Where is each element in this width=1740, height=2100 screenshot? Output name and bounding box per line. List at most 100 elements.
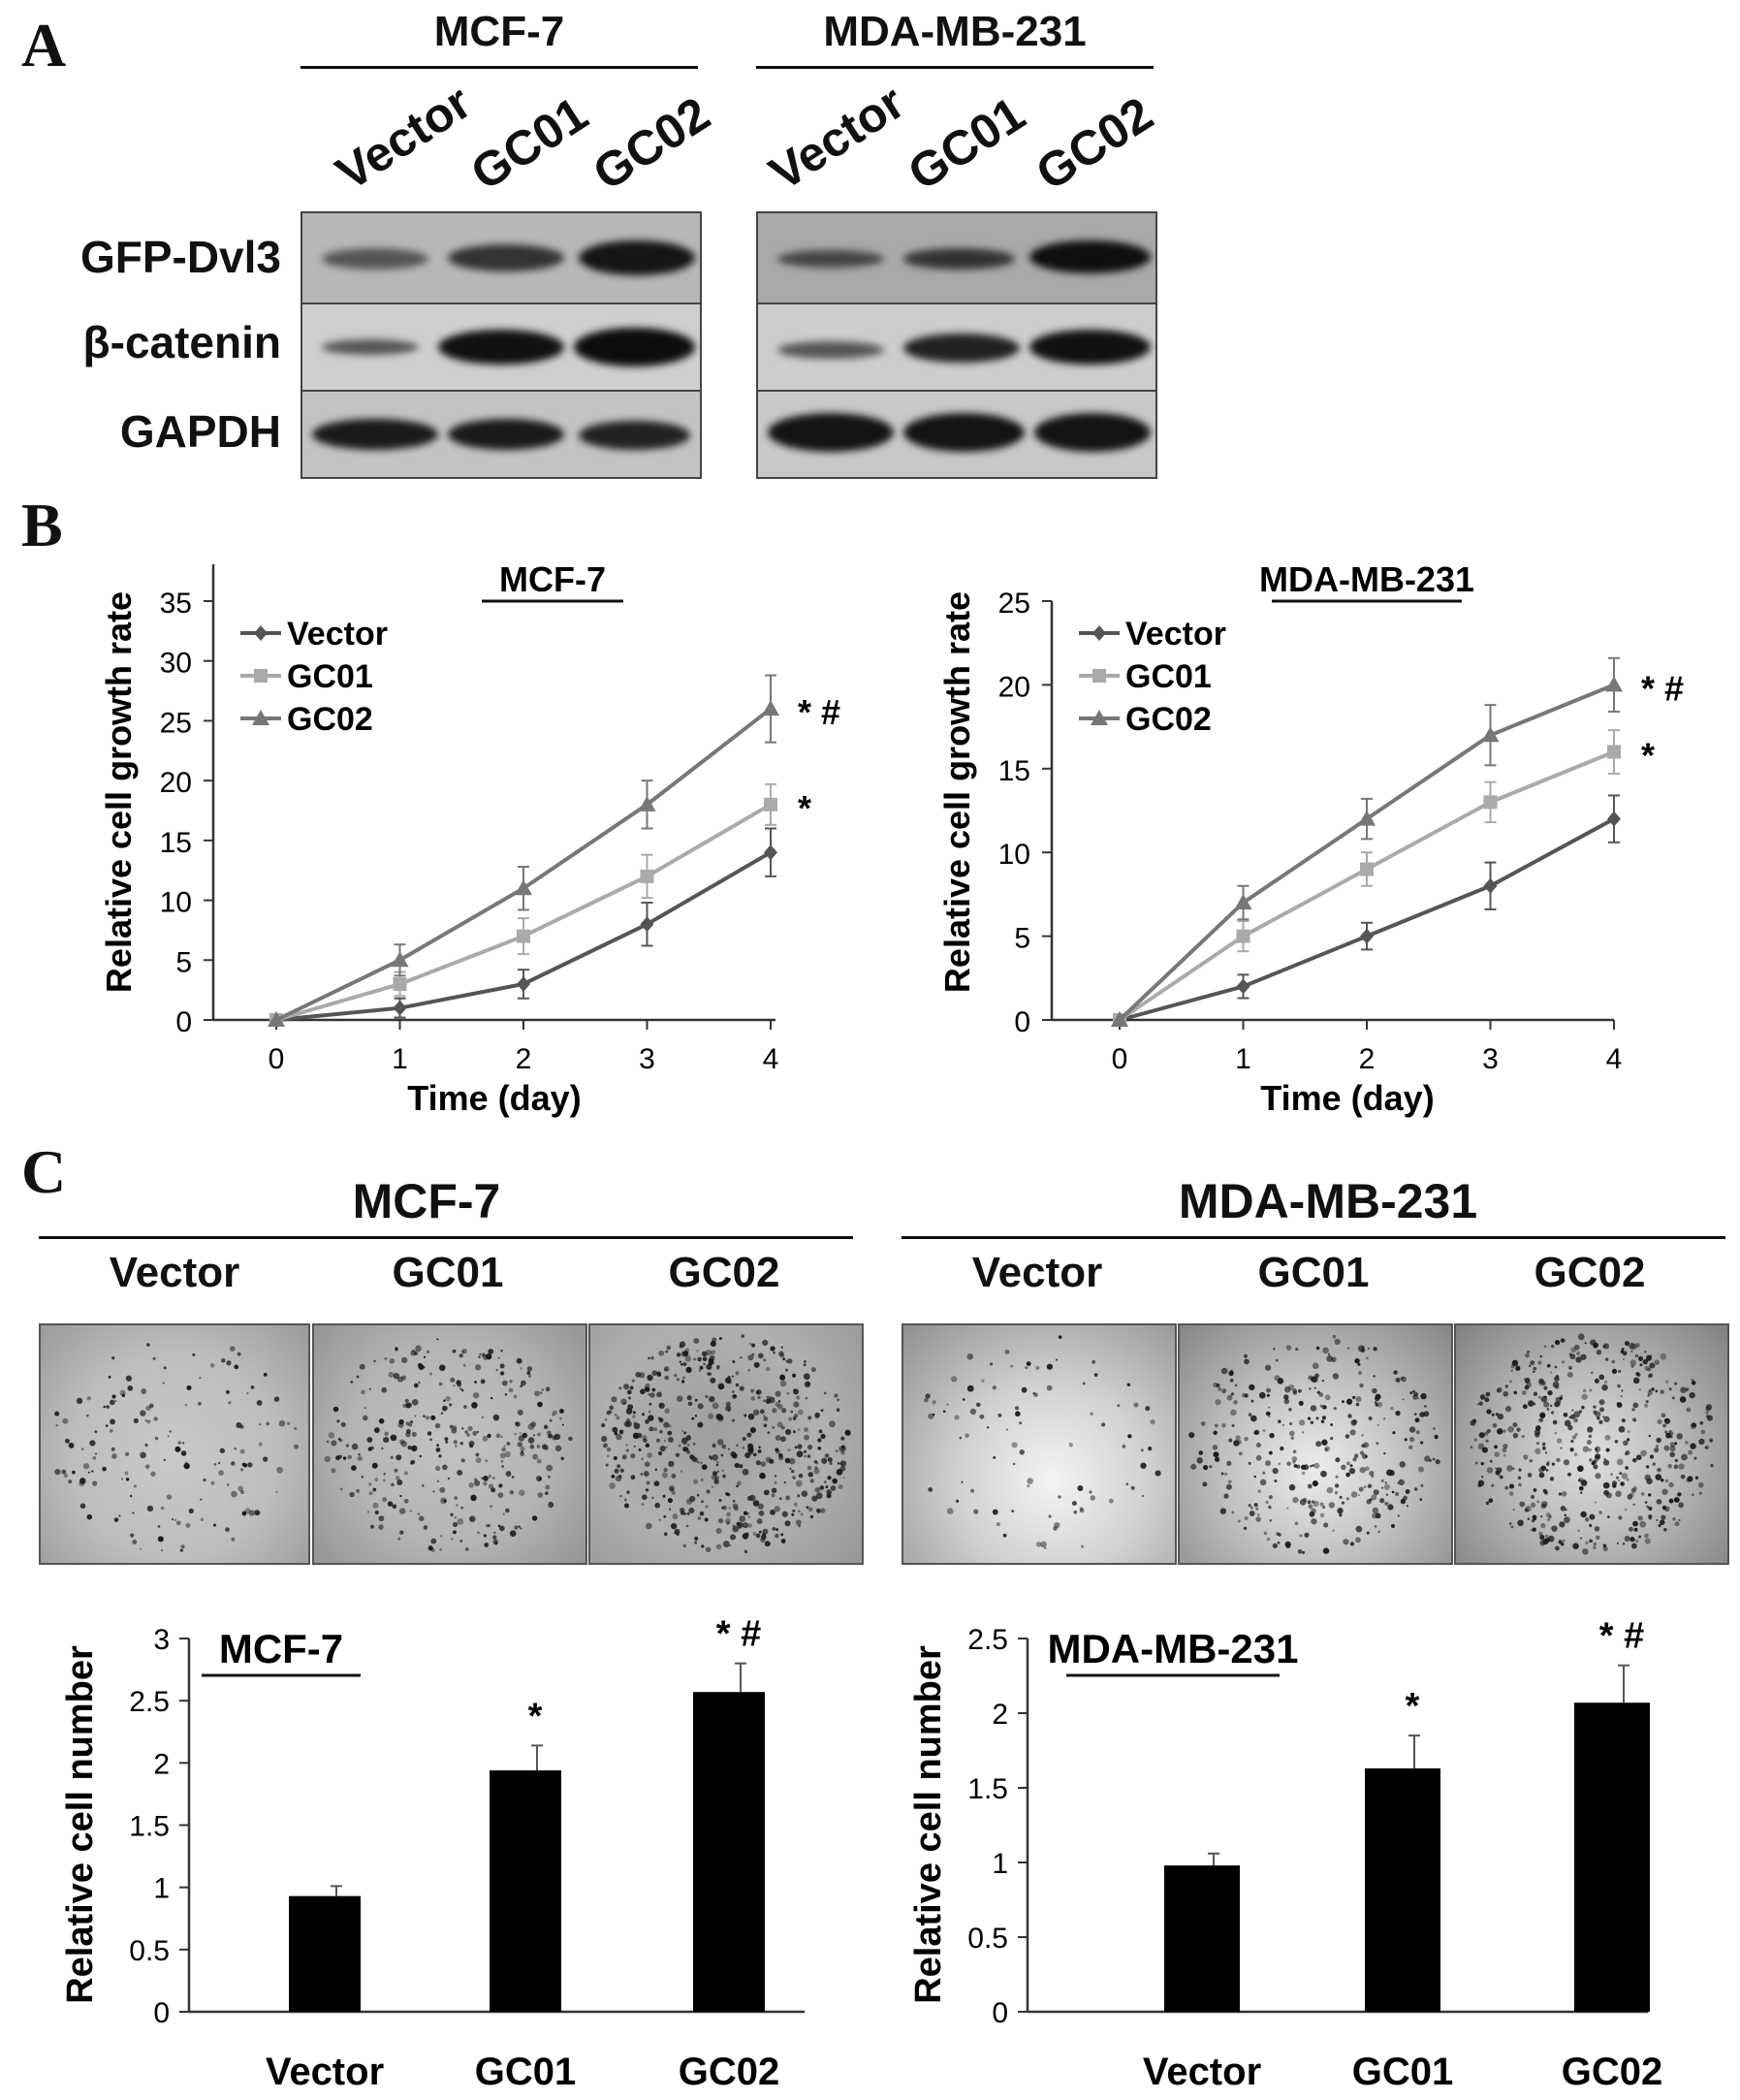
colony-dot: [674, 1374, 678, 1378]
colony-dot: [1484, 1397, 1490, 1403]
colony-dot: [611, 1474, 616, 1479]
colony-dot: [1089, 1490, 1092, 1494]
colony-dot: [87, 1471, 90, 1474]
colony-dot: [231, 1490, 237, 1498]
legend-label: GC02: [287, 701, 373, 738]
colony-dot: [1375, 1393, 1381, 1400]
colony-dot: [1556, 1438, 1563, 1444]
colony-dot: [1646, 1505, 1650, 1509]
colony-dot: [1557, 1401, 1562, 1405]
colony-dot: [373, 1427, 380, 1434]
colony-dot: [538, 1477, 542, 1480]
significance-annotation: * #: [1599, 1616, 1644, 1657]
colony-dot: [804, 1454, 807, 1458]
colony-dot: [1517, 1476, 1522, 1480]
colony-dot: [770, 1346, 775, 1352]
colony-dot: [1580, 1480, 1588, 1486]
colony-dot: [92, 1480, 98, 1486]
colony-dot: [1496, 1428, 1503, 1435]
colony-dot: [1244, 1353, 1248, 1358]
colony-dot: [1299, 1499, 1307, 1506]
colony-dot: [1315, 1416, 1319, 1420]
colony-dot: [698, 1369, 702, 1372]
colony-dot: [144, 1419, 147, 1422]
x-tick-label: 1: [392, 1043, 408, 1075]
colony-dot: [973, 1509, 979, 1514]
colony-dot: [1255, 1516, 1261, 1522]
y-axis-label: Relative cell number: [60, 1645, 101, 2004]
colony-dot: [54, 1469, 61, 1476]
colony-dot: [658, 1350, 665, 1356]
colony-dot: [1568, 1352, 1573, 1356]
y-tick-label: 1.5: [967, 1773, 1008, 1805]
colony-dot: [1373, 1489, 1379, 1496]
colony-dot: [708, 1455, 712, 1458]
colony-dot: [401, 1356, 408, 1364]
colony-dot: [366, 1437, 373, 1443]
colony-dot: [560, 1456, 564, 1461]
colony-dot: [65, 1438, 70, 1444]
colony-dot: [110, 1418, 116, 1425]
colony-dot: [483, 1534, 487, 1538]
colony-dot: [1373, 1347, 1377, 1352]
colony-dot: [725, 1401, 731, 1407]
colony-dot: [1190, 1463, 1197, 1470]
y-ticks: 00.511.522.53: [129, 1624, 189, 2029]
colony-dot: [1634, 1539, 1639, 1543]
band-vector: [768, 413, 894, 452]
colony-dot: [1399, 1461, 1407, 1468]
colony-dot: [648, 1356, 650, 1360]
colony-dot: [1019, 1449, 1025, 1455]
colony-dot: [1661, 1488, 1668, 1495]
legend-marker: [254, 625, 268, 641]
colony-dot: [1304, 1532, 1310, 1538]
colony-dot: [693, 1357, 697, 1361]
colony-dot: [675, 1452, 680, 1457]
colony-dot: [1661, 1505, 1667, 1511]
colony-dot: [438, 1454, 442, 1458]
colony-dot: [68, 1480, 73, 1484]
colony-dot: [1647, 1389, 1653, 1396]
colony-dot: [1268, 1416, 1271, 1418]
colony-dot: [381, 1447, 384, 1449]
colony-dot: [820, 1508, 826, 1513]
colony-dot: [436, 1444, 440, 1448]
colony-dot: [495, 1433, 501, 1439]
colony-dot: [1040, 1541, 1047, 1548]
colony-dot: [706, 1363, 712, 1370]
colony-dot: [691, 1416, 695, 1420]
colony-dot: [1231, 1511, 1235, 1514]
colony-dot: [746, 1432, 752, 1438]
colony-dot: [641, 1413, 646, 1416]
colony-dot: [1310, 1405, 1317, 1412]
colony-dot: [732, 1419, 736, 1422]
colony-dot: [1148, 1446, 1153, 1451]
colony-dot: [1374, 1525, 1377, 1528]
colony-dot: [1319, 1512, 1325, 1518]
colony-dot: [488, 1349, 494, 1354]
colony-dot: [1397, 1514, 1401, 1517]
colony-dot: [278, 1419, 286, 1427]
colony-dot: [1508, 1491, 1514, 1496]
colony-dot: [668, 1508, 672, 1511]
colony-dot: [1512, 1467, 1515, 1470]
colony-dot: [336, 1419, 340, 1423]
colony-dot: [1510, 1525, 1514, 1529]
colony-dot: [1004, 1349, 1010, 1354]
colony-dot: [1603, 1489, 1609, 1496]
colony-dot: [682, 1361, 687, 1367]
bar-gc01: [1365, 1767, 1440, 2012]
colony-dot: [608, 1410, 613, 1415]
colony-dot: [541, 1388, 545, 1391]
colony-dot: [1054, 1521, 1060, 1529]
colony-dot: [687, 1434, 691, 1438]
colony-dot: [767, 1395, 772, 1401]
row-label-gfp-dvl3: GFP-Dvl3: [79, 232, 281, 282]
colony-dot: [616, 1416, 620, 1420]
colony-dot: [152, 1356, 156, 1360]
colony-dot: [679, 1341, 686, 1348]
colony-dot: [614, 1413, 617, 1416]
colony-dot: [1220, 1472, 1224, 1476]
band-vector: [312, 419, 438, 450]
colony-dot: [1506, 1465, 1513, 1472]
